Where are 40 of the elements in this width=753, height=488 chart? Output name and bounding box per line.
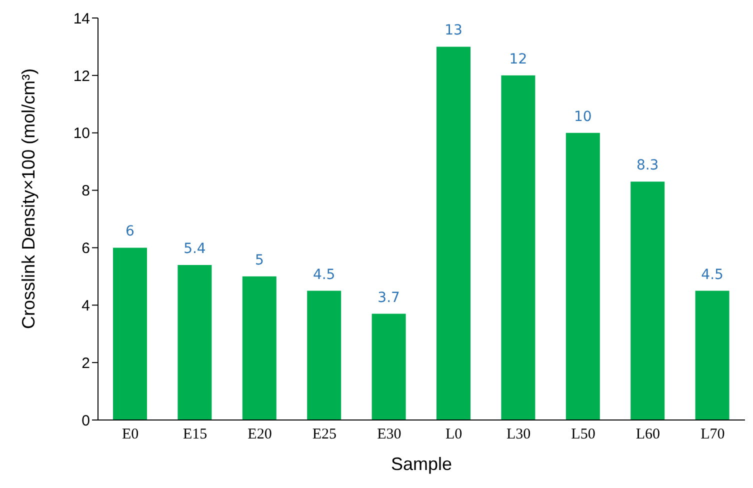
y-tick-label: 2 bbox=[82, 354, 90, 372]
x-tick-label: E25 bbox=[312, 426, 337, 443]
y-tick-label: 6 bbox=[82, 240, 90, 258]
y-tick-label: 8 bbox=[82, 182, 90, 200]
data-label: 8.3 bbox=[636, 158, 659, 174]
data-label: 5.4 bbox=[184, 240, 206, 257]
bar bbox=[113, 248, 147, 420]
bar bbox=[436, 46, 470, 420]
x-tick-label: L60 bbox=[636, 426, 660, 443]
data-label: 12 bbox=[509, 51, 528, 68]
x-tick-label: E0 bbox=[122, 426, 139, 443]
y-tick-label: 12 bbox=[73, 68, 90, 85]
x-tick-label: L50 bbox=[571, 426, 596, 443]
x-tick-label: L70 bbox=[700, 426, 725, 443]
x-tick-label: E15 bbox=[182, 426, 208, 443]
y-tick-label: 4 bbox=[82, 297, 90, 314]
x-tick-label: E30 bbox=[377, 426, 402, 443]
y-tick-label: 0 bbox=[82, 412, 90, 430]
y-axis-title: Crosslink Density×100 (mol/cm³) bbox=[18, 68, 38, 329]
x-tick-label: L30 bbox=[506, 426, 531, 443]
data-label: 3.7 bbox=[378, 290, 400, 306]
bar bbox=[630, 182, 665, 420]
data-label: 5 bbox=[254, 252, 264, 268]
data-label: 4.5 bbox=[312, 266, 336, 283]
bar bbox=[501, 75, 536, 420]
bar bbox=[242, 276, 276, 420]
data-label: 10 bbox=[574, 108, 592, 125]
bar bbox=[372, 314, 406, 420]
bar bbox=[566, 132, 600, 420]
y-tick-label: 14 bbox=[73, 10, 90, 28]
data-label: 6 bbox=[126, 224, 135, 240]
x-tick-label: L0 bbox=[446, 426, 462, 443]
data-label: 4.5 bbox=[701, 266, 724, 283]
bar bbox=[695, 290, 730, 420]
y-tick-label: 10 bbox=[73, 125, 90, 142]
bar bbox=[178, 264, 212, 420]
x-axis-title: Sample bbox=[390, 454, 452, 474]
x-tick-label: E20 bbox=[248, 426, 272, 443]
bar bbox=[307, 290, 342, 420]
data-label: 13 bbox=[444, 22, 462, 39]
